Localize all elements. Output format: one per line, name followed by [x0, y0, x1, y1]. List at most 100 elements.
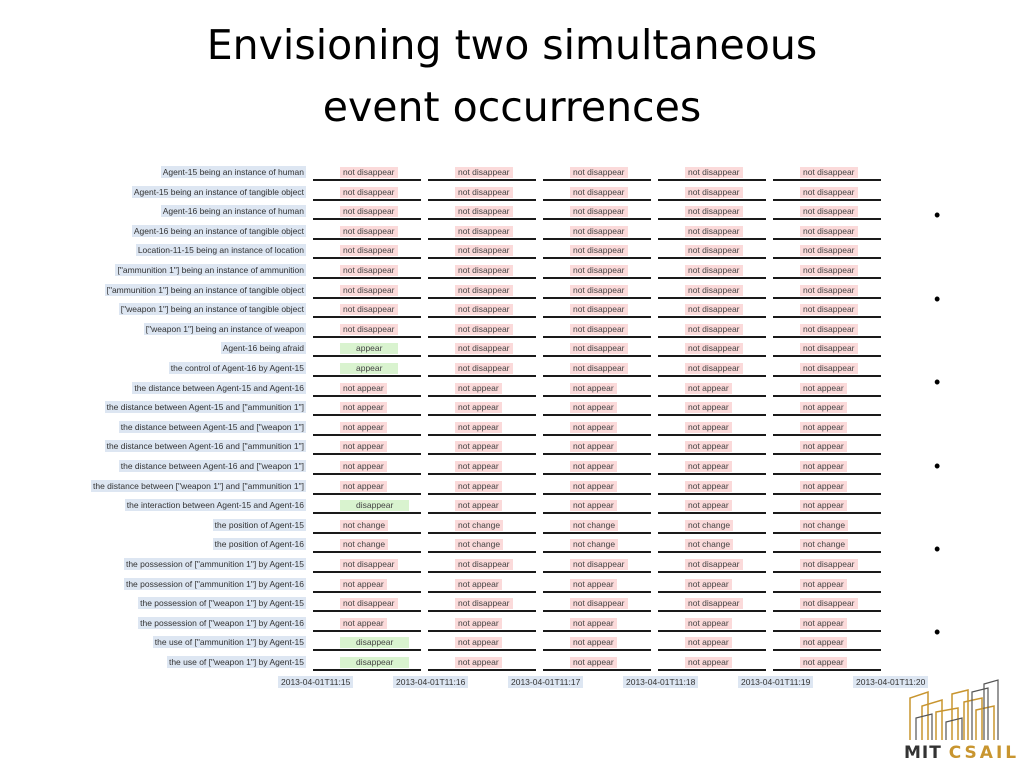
- cell-underline: [313, 257, 421, 260]
- timeline-cell: not appear: [800, 441, 847, 453]
- cell-underline: [773, 296, 881, 299]
- timeline-cell: not disappear: [340, 167, 398, 178]
- timeline-cell: not disappear: [685, 167, 743, 178]
- timeline-cell: not appear: [800, 617, 847, 629]
- timeline-cell: not change: [455, 539, 504, 551]
- cell-underline: [773, 355, 881, 358]
- timeline-cell: not disappear: [800, 225, 858, 237]
- row-label: ["ammunition 1"] being an instance of am…: [115, 264, 306, 276]
- cell-underline: [428, 257, 536, 260]
- cell-underline: [658, 453, 766, 456]
- cell-underline: [428, 610, 536, 613]
- cell-underline: [543, 218, 651, 221]
- bullet: •: [934, 456, 941, 476]
- timeline-cell: not disappear: [340, 265, 398, 276]
- row-label: the use of ["ammunition 1"] by Agent-15: [152, 636, 306, 649]
- timeline-cell: not appear: [685, 480, 732, 492]
- cell-underline: [428, 433, 536, 436]
- cell-underline: [543, 610, 651, 613]
- cell-underline: [428, 237, 536, 240]
- cell-underline: [313, 316, 421, 319]
- timeline-cell: not disappear: [800, 363, 858, 374]
- cell-underline: [543, 531, 651, 534]
- cell-underline: [658, 198, 766, 201]
- row-label: ["weapon 1"] being an instance of weapon: [143, 322, 306, 335]
- cell-underline: [773, 316, 881, 319]
- cell-underline: [543, 335, 651, 338]
- timeline-cell: not disappear: [685, 225, 743, 237]
- timeline-cell: not appear: [685, 637, 732, 649]
- row-label: the distance between Agent-15 and ["ammu…: [104, 401, 306, 414]
- timeline-cell: not appear: [455, 441, 502, 453]
- cell-underline: [773, 610, 881, 613]
- timeline-cell: not appear: [455, 617, 502, 629]
- cell-underline: [543, 355, 651, 358]
- cell-underline: [773, 531, 881, 534]
- row-label: the use of ["weapon 1"] by Agent-15: [166, 656, 306, 668]
- cell-underline: [773, 512, 881, 515]
- timeline-cell: not appear: [685, 382, 732, 394]
- timeline-cell: not appear: [570, 617, 617, 629]
- row-label: the possession of ["weapon 1"] by Agent-…: [138, 616, 306, 629]
- cell-underline: [313, 512, 421, 515]
- timeline-cell: not disappear: [685, 265, 743, 276]
- timeline-cell: not appear: [455, 402, 502, 414]
- logo-text: MIT CSAIL: [904, 743, 1019, 763]
- time-label: 2013-04-01T11:18: [623, 676, 699, 688]
- timeline-cell: not appear: [455, 578, 502, 590]
- cell-underline: [658, 277, 766, 279]
- cell-underline: [428, 492, 536, 495]
- cell-underline: [313, 590, 421, 593]
- timeline-cell: not disappear: [570, 245, 628, 257]
- timeline-cell: not change: [570, 539, 619, 551]
- timeline-cell: not disappear: [800, 559, 858, 570]
- cell-underline: [428, 512, 536, 515]
- timeline-cell: not disappear: [455, 598, 513, 610]
- cell-underline: [658, 531, 766, 534]
- cell-underline: [313, 414, 421, 417]
- timeline-cell: not disappear: [340, 559, 398, 570]
- cell-underline: [313, 629, 421, 632]
- row-label: the distance between Agent-16 and ["weap…: [118, 460, 306, 472]
- timeline-cell: not disappear: [340, 206, 398, 218]
- cell-underline: [773, 551, 881, 554]
- cell-underline: [543, 512, 651, 515]
- timeline-cell: not change: [800, 519, 849, 531]
- cell-underline: [543, 629, 651, 632]
- cell-underline: [658, 375, 766, 377]
- timeline-cell: not change: [685, 539, 734, 551]
- cell-underline: [428, 551, 536, 554]
- cell-underline: [313, 610, 421, 613]
- timeline-cell: not disappear: [340, 598, 398, 610]
- timeline-cell: not disappear: [685, 206, 743, 218]
- row-label: the distance between Agent-16 and ["ammu…: [104, 440, 306, 453]
- timeline-cell: not appear: [800, 421, 847, 433]
- cell-underline: [773, 669, 881, 671]
- cell-underline: [428, 669, 536, 671]
- logo-csail: CSAIL: [948, 743, 1020, 763]
- cell-underline: [773, 492, 881, 495]
- timeline-cell: not appear: [455, 382, 502, 394]
- row-label: Agent-15 being an instance of tangible o…: [131, 185, 306, 198]
- cell-underline: [773, 218, 881, 221]
- timeline-cell: not appear: [340, 578, 387, 590]
- cell-underline: [313, 218, 421, 221]
- cell-underline: [428, 473, 536, 475]
- mit-csail-logo: [909, 679, 999, 740]
- timeline-cell: not disappear: [570, 343, 628, 355]
- row-label: ["ammunition 1"] being an instance of ta…: [104, 283, 306, 296]
- timeline-cell: not appear: [800, 382, 847, 394]
- timeline-cell: appear: [340, 363, 399, 374]
- cell-underline: [313, 355, 421, 358]
- row-label: the interaction between Agent-15 and Age…: [124, 499, 306, 512]
- cell-underline: [428, 590, 536, 593]
- timeline-cell: not appear: [685, 461, 732, 472]
- timeline-cell: not disappear: [570, 167, 628, 178]
- timeline-cell: not appear: [455, 461, 502, 472]
- timeline-cell: not disappear: [340, 284, 398, 296]
- cell-underline: [543, 590, 651, 593]
- title-line-2: event occurrences: [322, 83, 702, 131]
- timeline-cell: not disappear: [455, 265, 513, 276]
- timeline-cell: not disappear: [570, 206, 628, 218]
- cell-underline: [543, 649, 651, 652]
